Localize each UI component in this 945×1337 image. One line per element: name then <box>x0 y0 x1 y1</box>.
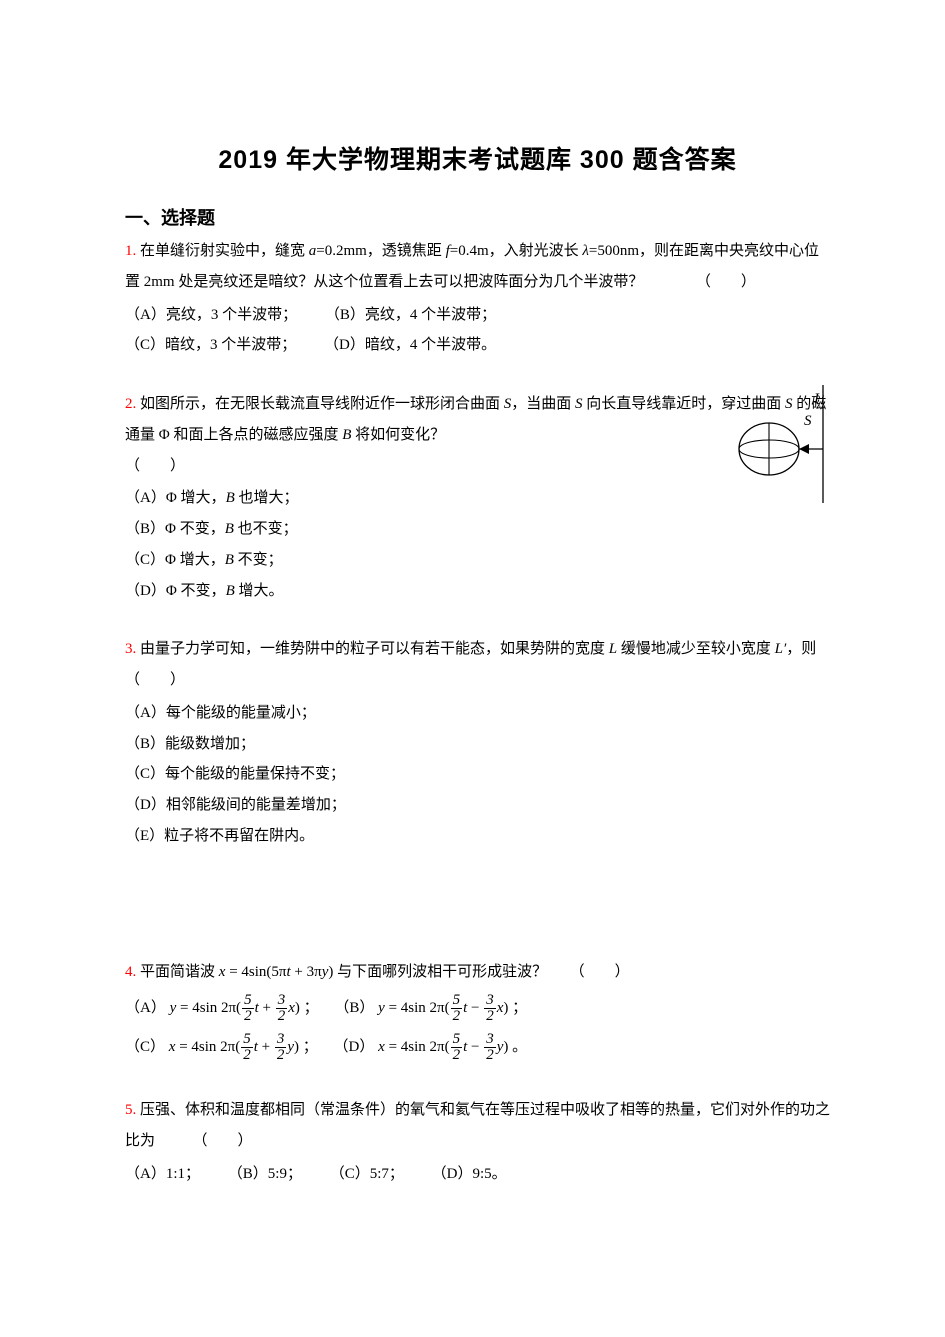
q4-text: 平面简谐波 x = 4sin(5πt + 3πy) 与下面哪列波相干可形成驻波？… <box>136 964 629 980</box>
q5-text: 压强、体积和温度都相同（常温条件）的氧气和氦气在等压过程中吸收了相等的热量，它们… <box>125 1102 830 1149</box>
q2-paren: （ ） <box>125 451 830 482</box>
q3-option-c: （C）每个能级的能量保持不变； <box>125 759 830 790</box>
q5-number: 5. <box>125 1102 136 1118</box>
q2-option-a: （A）Φ 增大，B 也增大； <box>125 483 830 514</box>
q1-number: 1. <box>125 243 136 259</box>
section-header: 一、选择题 <box>125 204 830 230</box>
q1-option-d: （D）暗纹，4 个半波带。 <box>324 330 496 361</box>
q1-options: （A）亮纹，3 个半波带； （B）亮纹，4 个半波带； （C）暗纹，3 个半波带… <box>125 300 830 362</box>
q5-option-c: （C）5:7； <box>330 1159 404 1190</box>
q3-number: 3. <box>125 641 136 657</box>
q3-option-b: （B）能级数增加； <box>125 729 830 760</box>
q2-option-b: （B）Φ 不变，B 也不变； <box>125 514 830 545</box>
question-5: 5. 压强、体积和温度都相同（常温条件）的氧气和氦气在等压过程中吸收了相等的热量… <box>125 1095 830 1189</box>
q1-text: 在单缝衍射实验中，缝宽 a=0.2mm，透镜焦距 f=0.4m，入射光波长 λ=… <box>125 243 819 290</box>
q2-option-c: （C）Φ 增大，B 不变； <box>125 545 830 576</box>
question-1: 1. 在单缝衍射实验中，缝宽 a=0.2mm，透镜焦距 f=0.4m，入射光波长… <box>125 236 830 361</box>
q1-option-c: （C）暗纹，3 个半波带； <box>125 330 296 361</box>
q2-diagram: I S <box>735 385 830 515</box>
q2-options: （A）Φ 增大，B 也增大； （B）Φ 不变，B 也不变； （C）Φ 增大，B … <box>125 483 830 606</box>
q3-option-a: （A）每个能级的能量减小； <box>125 698 830 729</box>
q4-option-a: （A） y = 4sin 2π(52t + 32x) ； <box>125 989 319 1028</box>
q4-option-b: （B） y = 4sin 2π(52t − 32x) ； <box>334 989 527 1028</box>
diagram-label-i: I <box>813 391 820 407</box>
q5-options: （A）1:1； （B）5:9； （C）5:7； （D）9:5。 <box>125 1159 830 1190</box>
q1-option-b: （B）亮纹，4 个半波带； <box>325 300 496 331</box>
q4-options: （A） y = 4sin 2π(52t + 32x) ； （B） y = 4si… <box>125 989 830 1067</box>
page-title: 2019 年大学物理期末考试题库 300 题含答案 <box>125 140 830 176</box>
q4-option-c: （C） x = 4sin 2π(52t + 32y) ； <box>125 1028 318 1067</box>
diagram-label-s: S <box>804 413 812 429</box>
q3-text: 由量子力学可知，一维势阱中的粒子可以有若干能态，如果势阱的宽度 L 缓慢地减少至… <box>125 641 876 688</box>
q5-option-a: （A）1:1； <box>125 1159 200 1190</box>
question-3: 3. 由量子力学可知，一维势阱中的粒子可以有若干能态，如果势阱的宽度 L 缓慢地… <box>125 634 830 851</box>
q4-option-d: （D） x = 4sin 2π(52t − 32y) 。 <box>334 1028 528 1067</box>
q4-number: 4. <box>125 964 136 980</box>
q3-option-d: （D）相邻能级间的能量差增加； <box>125 790 830 821</box>
question-4: 4. 平面简谐波 x = 4sin(5πt + 3πy) 与下面哪列波相干可形成… <box>125 957 830 1068</box>
question-2: I S 2. 如图所示，在无限长载流直导线附近作一球形闭合曲面 S，当曲面 S … <box>125 389 830 606</box>
q3-options: （A）每个能级的能量减小； （B）能级数增加； （C）每个能级的能量保持不变； … <box>125 698 830 852</box>
q5-option-d: （D）9:5。 <box>432 1159 507 1190</box>
q2-number: 2. <box>125 396 136 412</box>
q2-text: 如图所示，在无限长载流直导线附近作一球形闭合曲面 S，当曲面 S 向长直导线靠近… <box>125 396 826 443</box>
q1-option-a: （A）亮纹，3 个半波带； <box>125 300 297 331</box>
q5-option-b: （B）5:9； <box>228 1159 302 1190</box>
q3-option-e: （E）粒子将不再留在阱内。 <box>125 821 830 852</box>
q2-option-d: （D）Φ 不变，B 增大。 <box>125 576 830 607</box>
